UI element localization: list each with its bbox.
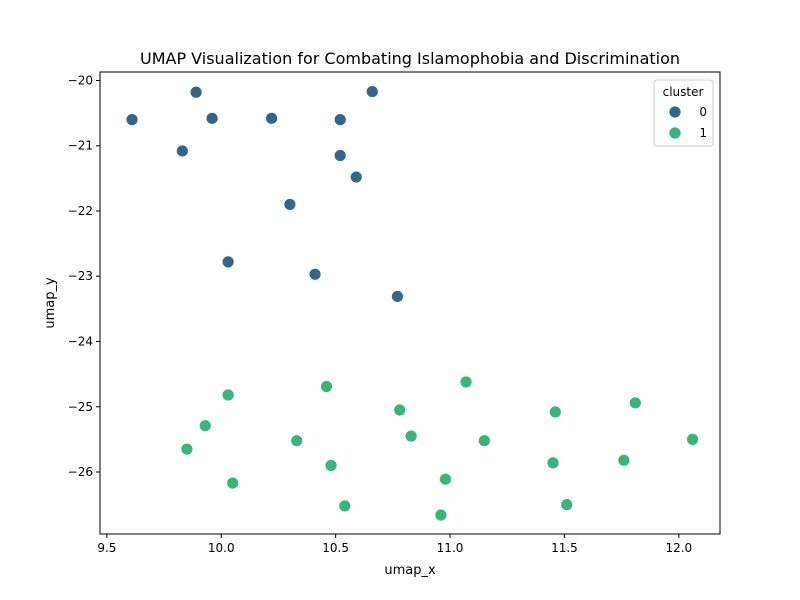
- y-axis-label: umap_y: [43, 277, 58, 329]
- scatter-point-cluster-1: [686, 432, 699, 446]
- chart-title: UMAP Visualization for Combating Islamop…: [140, 49, 680, 68]
- legend-title: cluster: [663, 85, 704, 99]
- scatter-point-cluster-1: [548, 405, 562, 419]
- y-tick-label: −22: [68, 204, 93, 218]
- scatter-point-cluster-0: [205, 111, 219, 125]
- legend-entries: 01: [668, 105, 707, 140]
- x-tick-label: 12.0: [665, 541, 692, 555]
- legend-marker-1: [668, 126, 682, 140]
- scatter-point-cluster-1: [560, 498, 574, 512]
- scatter-point-cluster-0: [189, 85, 203, 99]
- scatter-point-cluster-1: [477, 434, 491, 448]
- y-tick-label: −24: [68, 335, 93, 349]
- scatter-point-cluster-0: [333, 113, 347, 127]
- x-tick-label: 10.5: [322, 541, 349, 555]
- scatter-point-cluster-1: [459, 375, 473, 389]
- scatter-point-cluster-1: [198, 419, 212, 433]
- scatter-point-cluster-1: [320, 380, 333, 393]
- x-axis-label: umap_x: [384, 563, 436, 578]
- plot-frame: [99, 71, 721, 535]
- x-tick-label: 10.0: [208, 541, 235, 555]
- scatter-point-cluster-0: [221, 255, 235, 269]
- scatter-point-cluster-1: [617, 453, 631, 467]
- x-ticks: 9.5 10.0 10.5 11.0 11.5 12.0: [97, 534, 692, 555]
- scatter-point-cluster-1: [546, 456, 560, 470]
- x-tick-label: 11.0: [437, 541, 464, 555]
- legend-label-0: 0: [699, 105, 707, 119]
- scatter-point-cluster-1: [404, 429, 418, 443]
- scatter-point-cluster-0: [265, 111, 278, 125]
- y-tick-label: −20: [68, 73, 93, 87]
- x-tick-label: 11.5: [551, 541, 578, 555]
- scatter-point-cluster-0: [125, 113, 139, 127]
- legend-box: [653, 79, 714, 147]
- scatter-point-cluster-0: [391, 290, 404, 303]
- y-tick-label: −21: [68, 139, 93, 153]
- legend-marker-0: [668, 105, 682, 119]
- scatter-point-cluster-1: [338, 499, 352, 513]
- y-tick-label: −26: [68, 465, 93, 479]
- scatter-point-cluster-0: [283, 198, 297, 211]
- scatter-point-cluster-1: [628, 396, 642, 410]
- scatter-point-cluster-0: [175, 144, 189, 158]
- scatter-point-cluster-0: [333, 149, 347, 162]
- points-layer: [125, 85, 699, 522]
- legend: cluster 01: [653, 79, 714, 147]
- legend-label-1: 1: [699, 126, 707, 140]
- scatter-point-cluster-0: [349, 170, 363, 184]
- scatter-point-cluster-1: [226, 476, 240, 490]
- x-tick-label: 9.5: [97, 541, 116, 555]
- plot-area: [100, 72, 720, 534]
- scatter-point-cluster-1: [393, 403, 407, 417]
- scatter-point-cluster-1: [180, 442, 194, 456]
- scatter-point-cluster-1: [439, 472, 452, 486]
- scatter-point-cluster-0: [308, 267, 322, 281]
- y-tick-label: −23: [68, 269, 93, 283]
- scatter-point-cluster-0: [365, 85, 379, 98]
- y-ticks: −20 −21 −22 −23 −24 −25 −26: [68, 73, 100, 479]
- scatter-point-cluster-1: [434, 508, 448, 522]
- scatter-point-cluster-1: [324, 459, 338, 472]
- y-tick-label: −25: [68, 400, 93, 414]
- scatter-point-cluster-1: [290, 434, 304, 448]
- scatter-point-cluster-1: [221, 388, 235, 402]
